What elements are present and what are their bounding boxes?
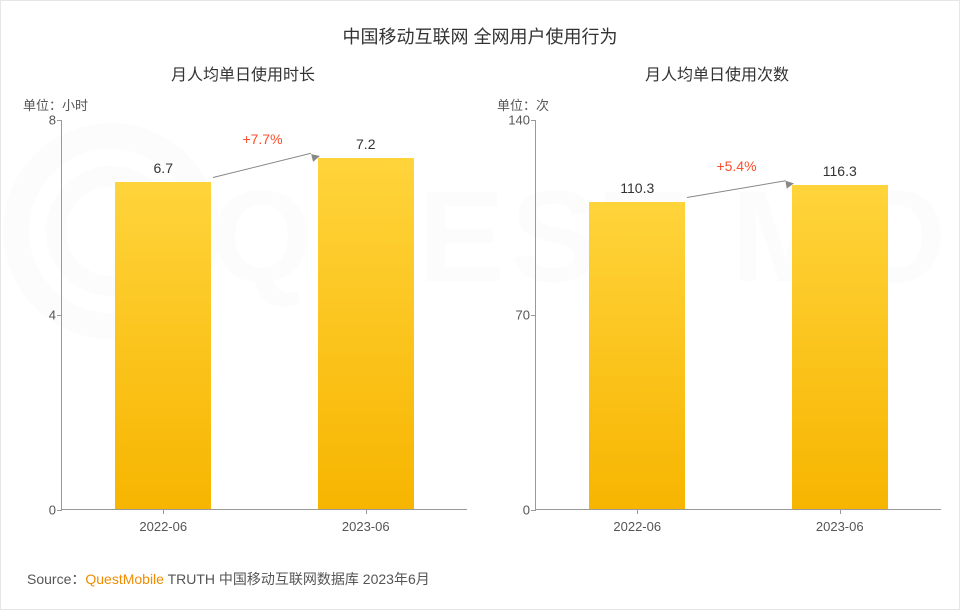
unit-label: 单位：次: [497, 95, 941, 114]
bar-fill: [318, 158, 414, 509]
bar-value-label: 116.3: [823, 163, 857, 179]
ytick-label: 8: [20, 113, 56, 128]
ytick-label: 0: [494, 503, 530, 518]
xtick-mark: [163, 509, 164, 514]
source-brand: QuestMobile: [85, 571, 164, 587]
xtick-label: 2022-06: [613, 519, 661, 534]
xtick-mark: [637, 509, 638, 514]
bar-fill: [589, 202, 685, 509]
unit-label: 单位：小时: [23, 95, 467, 114]
ytick-label: 140: [494, 113, 530, 128]
chart-sub-title: 月人均单日使用时长: [19, 61, 467, 85]
ytick-label: 70: [494, 308, 530, 323]
bar-fill: [115, 182, 211, 509]
source-rest: TRUTH 中国移动互联网数据库 2023年6月: [164, 571, 430, 587]
bar-value-label: 6.7: [154, 160, 173, 176]
source-footer: Source：QuestMobile TRUTH 中国移动互联网数据库 2023…: [27, 569, 430, 589]
growth-delta-label: +7.7%: [242, 131, 282, 147]
ytick-label: 0: [20, 503, 56, 518]
xtick-label: 2022-06: [139, 519, 187, 534]
bar-fill: [792, 185, 888, 509]
page-title: 中国移动互联网 全网用户使用行为: [1, 1, 959, 49]
charts-row: 月人均单日使用时长 单位：小时 0486.72022-067.22023-06+…: [1, 49, 959, 510]
bar-value-label: 7.2: [356, 136, 375, 152]
ytick-mark: [57, 510, 62, 511]
growth-arrow: [213, 153, 312, 178]
chart-frequency: 月人均单日使用次数 单位：次 070140110.32022-06116.320…: [493, 61, 941, 510]
bar-value-label: 110.3: [620, 180, 654, 196]
plot-area: 0486.72022-067.22023-06+7.7%: [61, 120, 467, 510]
source-prefix: Source：: [27, 571, 85, 587]
bar: 7.2: [318, 158, 414, 509]
arrow-head-icon: [785, 179, 794, 188]
plot-area: 070140110.32022-06116.32023-06+5.4%: [535, 120, 941, 510]
ytick-mark: [531, 510, 536, 511]
chart-sub-title: 月人均单日使用次数: [493, 61, 941, 85]
xtick-mark: [366, 509, 367, 514]
chart-duration: 月人均单日使用时长 单位：小时 0486.72022-067.22023-06+…: [19, 61, 467, 510]
ytick-mark: [57, 120, 62, 121]
bar: 6.7: [115, 182, 211, 509]
xtick-label: 2023-06: [816, 519, 864, 534]
ytick-label: 4: [20, 308, 56, 323]
xtick-label: 2023-06: [342, 519, 390, 534]
growth-delta-label: +5.4%: [716, 158, 756, 174]
ytick-mark: [531, 315, 536, 316]
bar: 116.3: [792, 185, 888, 509]
xtick-mark: [840, 509, 841, 514]
bar: 110.3: [589, 202, 685, 509]
growth-arrow: [687, 180, 786, 198]
ytick-mark: [531, 120, 536, 121]
ytick-mark: [57, 315, 62, 316]
